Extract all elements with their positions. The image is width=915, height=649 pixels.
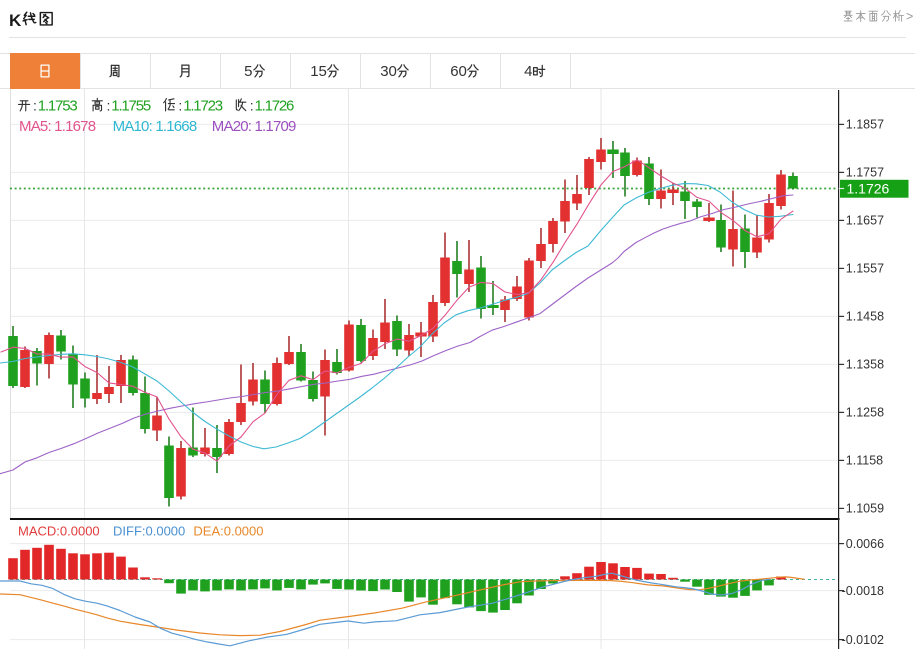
svg-text:1.1258: 1.1258 bbox=[846, 406, 884, 420]
svg-text:MACD:0.0000: MACD:0.0000 bbox=[18, 524, 100, 539]
svg-text::: : bbox=[250, 98, 254, 114]
svg-text:5: 5 bbox=[244, 63, 252, 80]
svg-text:60: 60 bbox=[450, 63, 467, 80]
svg-text::: : bbox=[33, 98, 37, 114]
svg-text:1.1757: 1.1757 bbox=[846, 166, 884, 180]
svg-text:-0.0018: -0.0018 bbox=[842, 584, 884, 598]
svg-text:1.1158: 1.1158 bbox=[846, 454, 883, 468]
svg-text:>: > bbox=[906, 10, 913, 24]
svg-text:1.1358: 1.1358 bbox=[846, 358, 884, 372]
svg-text:DEA:0.0000: DEA:0.0000 bbox=[193, 524, 263, 539]
svg-text:1.1857: 1.1857 bbox=[846, 118, 884, 132]
svg-text:15: 15 bbox=[310, 63, 327, 80]
svg-text:1.1726: 1.1726 bbox=[255, 98, 295, 115]
svg-text::: : bbox=[178, 98, 182, 114]
svg-text:1.1657: 1.1657 bbox=[846, 214, 884, 228]
svg-text:30: 30 bbox=[380, 63, 397, 80]
svg-text:MA5: 1.1678: MA5: 1.1678 bbox=[19, 118, 96, 135]
svg-text:MA20: 1.1709: MA20: 1.1709 bbox=[212, 118, 296, 135]
svg-text:DIFF:0.0000: DIFF:0.0000 bbox=[113, 524, 185, 539]
svg-text::: : bbox=[107, 98, 111, 114]
svg-text:1.1458: 1.1458 bbox=[846, 310, 884, 324]
svg-text:1.1723: 1.1723 bbox=[183, 98, 223, 115]
svg-text:MA10: 1.1668: MA10: 1.1668 bbox=[113, 118, 197, 135]
svg-text:1.1755: 1.1755 bbox=[111, 98, 151, 115]
svg-text:1.1557: 1.1557 bbox=[846, 262, 884, 276]
svg-text:1.1726: 1.1726 bbox=[847, 180, 890, 196]
svg-text:4: 4 bbox=[524, 63, 532, 80]
svg-text:K: K bbox=[9, 11, 22, 30]
svg-text:-0.0102: -0.0102 bbox=[842, 633, 884, 647]
svg-text:1.1753: 1.1753 bbox=[38, 98, 78, 115]
svg-text:0.0066: 0.0066 bbox=[846, 537, 884, 551]
svg-text:1.1059: 1.1059 bbox=[846, 502, 884, 516]
